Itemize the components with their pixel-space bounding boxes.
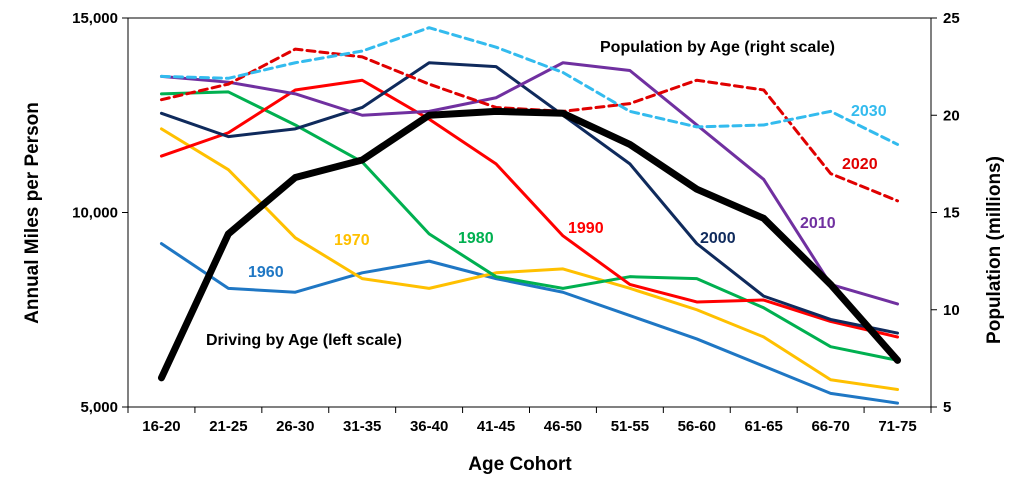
series-label-2030: 2030 [851, 103, 887, 120]
x-tick-label: 41-45 [477, 418, 515, 435]
y-tick-label: 15,000 [72, 10, 118, 27]
series-label-2020: 2020 [842, 156, 878, 173]
x-tick-label: 21-25 [209, 418, 247, 435]
series-line-1970 [159, 127, 900, 391]
series-line-1990 [159, 78, 900, 339]
x-tick-label: 66-70 [811, 418, 849, 435]
y2-tick-label: 5 [943, 399, 951, 416]
label-layer: 16-20 21-25 26-30 31-35 36-40 41-45 46-50 51-55… [72, 10, 960, 435]
series-line-driving-by-age-left-scale [157, 107, 902, 382]
series-label-1960: 1960 [248, 264, 284, 281]
driving-annotation: Driving by Age (left scale) [206, 332, 402, 349]
series-line-2000 [159, 61, 900, 335]
series-line-1960 [159, 242, 900, 405]
series-line-1980 [159, 90, 900, 362]
series-line-2020 [159, 47, 900, 203]
x-tick-label: 31-35 [343, 418, 381, 435]
x-tick-label: 61-65 [745, 418, 783, 435]
y2-tick-label: 20 [943, 107, 960, 124]
y2-tick-label: 15 [943, 205, 960, 222]
y2-axis-title: Population (millions) [984, 156, 1005, 344]
plot-frame [122, 17, 937, 413]
series-line-2030 [159, 26, 900, 146]
x-tick-label: 16-20 [142, 418, 180, 435]
x-tick-label: 56-60 [678, 418, 716, 435]
y-tick-label: 10,000 [72, 205, 118, 222]
x-tick-label: 51-55 [611, 418, 649, 435]
population-annotation: Population by Age (right scale) [600, 39, 835, 56]
x-tick-label: 26-30 [276, 418, 314, 435]
y2-tick-label: 10 [943, 302, 960, 319]
y2-tick-label: 25 [943, 10, 960, 27]
x-tick-label: 46-50 [544, 418, 582, 435]
series-label-2010: 2010 [800, 215, 836, 232]
y-axis-title: Annual Miles per Person [22, 102, 43, 324]
series-layer [157, 26, 902, 405]
series-label-1980: 1980 [458, 230, 494, 247]
series-label-1970: 1970 [334, 232, 370, 249]
series-line-2010 [159, 61, 900, 306]
series-label-1990: 1990 [568, 220, 604, 237]
series-label-2000: 2000 [700, 230, 736, 247]
x-axis-title: Age Cohort [468, 454, 572, 475]
y-tick-label: 5,000 [80, 399, 118, 416]
x-tick-label: 36-40 [410, 418, 448, 435]
x-tick-label: 71-75 [878, 418, 916, 435]
